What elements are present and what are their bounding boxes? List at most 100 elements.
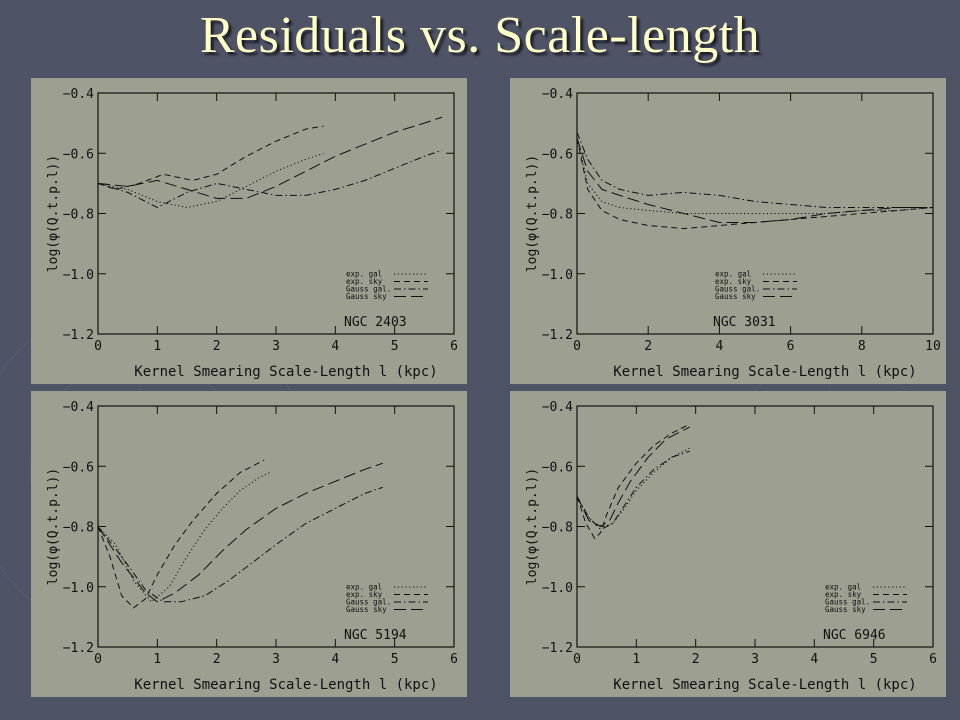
y-tick-label: −1.0 <box>542 268 573 283</box>
legend-entry-label: exp. gal <box>346 583 382 592</box>
y-tick-label: −1.0 <box>63 581 94 596</box>
chart-svg: 0 1 2 3 4 5 6 −0.4 −0.6 −0.8 −1.0 −1.2 Kernel Smeari… <box>46 87 458 380</box>
y-tick-label: −0.6 <box>63 460 94 475</box>
x-tick-label: 4 <box>810 652 818 667</box>
y-axis-label: log(φ(Q.t.p.l)) <box>525 468 540 585</box>
series-line-exp-gal <box>576 447 690 528</box>
legend-entry-label: Gauss gal. <box>346 598 391 607</box>
y-tick-label: −0.4 <box>542 400 573 415</box>
legend-entry-label: Gauss sky <box>715 292 756 301</box>
legend-entry-label: exp. gal <box>825 583 861 592</box>
x-tick-label: 0 <box>94 339 102 354</box>
x-tick-label: 1 <box>153 339 161 354</box>
series-line-gauss-sky <box>97 116 443 199</box>
chart-svg: 0 1 2 3 4 5 6 −0.4 −0.6 −0.8 −1.0 −1.2 Kernel Smeari… <box>525 400 937 693</box>
series-line-exp-sky <box>97 459 265 609</box>
y-axis-label: log(φ(Q.t.p.l)) <box>46 468 61 585</box>
x-tick-label: 5 <box>391 339 399 354</box>
y-tick-label: −0.6 <box>542 147 573 162</box>
y-tick-label: −0.4 <box>542 87 573 102</box>
legend-entry-label: Gauss gal. <box>346 285 391 294</box>
plot-frame <box>576 405 934 648</box>
series-line-gauss-sky <box>576 138 933 223</box>
x-tick-label: 4 <box>331 652 339 667</box>
legend-entry-label: Gauss sky <box>346 292 387 301</box>
y-tick-label: −0.6 <box>63 147 94 162</box>
x-tick-label: 4 <box>331 339 339 354</box>
y-tick-label: −1.2 <box>542 641 573 656</box>
galaxy-name-label: NGC 5194 <box>344 628 407 643</box>
legend-entry-label: Gauss gal. <box>825 598 870 607</box>
series-line-gauss-gal <box>97 486 383 603</box>
legend-entry-label: exp. sky <box>346 590 383 599</box>
x-tick-label: 4 <box>715 339 723 354</box>
x-tick-label: 0 <box>94 652 102 667</box>
y-tick-label: −1.2 <box>63 328 94 343</box>
chart-panel-ngc-6946: 0 1 2 3 4 5 6 −0.4 −0.6 −0.8 −1.0 −1.2 Kernel Smeari… <box>510 391 946 697</box>
x-axis-label: Kernel Smearing Scale-Length l (kpc) <box>613 677 916 693</box>
legend-entry-label: exp. sky <box>715 277 752 286</box>
series-line-exp-sky <box>576 138 934 230</box>
series-line-exp-sky <box>97 125 324 190</box>
plot-frame <box>97 405 455 648</box>
legend-entry-label: Gauss sky <box>825 605 866 614</box>
x-tick-label: 1 <box>153 652 161 667</box>
x-tick-label: 6 <box>929 652 937 667</box>
plot-frame <box>97 92 455 335</box>
x-tick-label: 2 <box>692 652 700 667</box>
x-axis-label: Kernel Smearing Scale-Length l (kpc) <box>134 677 437 693</box>
x-tick-label: 5 <box>870 652 878 667</box>
series-line-gauss-sky <box>97 462 383 603</box>
y-tick-label: −0.8 <box>63 208 94 223</box>
x-tick-label: 6 <box>787 339 795 354</box>
chart-panel-ngc-2403: 0 1 2 3 4 5 6 −0.4 −0.6 −0.8 −1.0 −1.2 Kernel Smeari… <box>31 78 467 384</box>
slide-title: Residuals vs. Scale-length <box>199 7 761 64</box>
y-tick-label: −0.8 <box>542 521 573 536</box>
x-axis-label: Kernel Smearing Scale-Length l (kpc) <box>613 364 916 380</box>
legend-entry-label: Gauss gal. <box>715 285 760 294</box>
series-line-gauss-gal <box>97 149 443 209</box>
legend-entry-label: exp. sky <box>346 277 383 286</box>
galaxy-name-label: NGC 2403 <box>344 315 407 330</box>
series-line-gauss-gal <box>576 132 933 208</box>
y-tick-label: −0.6 <box>542 460 573 475</box>
x-tick-label: 2 <box>213 339 221 354</box>
x-tick-label: 6 <box>450 339 458 354</box>
y-axis-label: log(φ(Q.t.p.l)) <box>525 155 540 272</box>
y-axis-label: log(φ(Q.t.p.l)) <box>46 155 61 272</box>
y-tick-label: −1.0 <box>542 581 573 596</box>
y-tick-label: −0.8 <box>63 521 94 536</box>
x-tick-label: 5 <box>391 652 399 667</box>
y-tick-label: −0.4 <box>63 400 94 415</box>
legend-entry-label: exp. gal <box>715 270 751 279</box>
series-line-gauss-sky <box>576 426 690 528</box>
legend-entry-label: exp. sky <box>825 590 862 599</box>
series-line-exp-sky <box>576 423 690 540</box>
y-tick-label: −0.8 <box>542 208 573 223</box>
series-line-exp-gal <box>576 138 934 214</box>
x-tick-label: 2 <box>213 652 221 667</box>
chart-panel-ngc-3031: 0 2 4 6 8 10 −0.4 −0.6 −0.8 −1.0 −1.2 Kernel Smeari… <box>510 78 946 384</box>
x-tick-label: 3 <box>272 339 280 354</box>
x-axis-label: Kernel Smearing Scale-Length l (kpc) <box>134 364 437 380</box>
x-tick-label: 1 <box>632 652 640 667</box>
chart-panel-ngc-5194: 0 1 2 3 4 5 6 −0.4 −0.6 −0.8 −1.0 −1.2 Kernel Smeari… <box>31 391 467 697</box>
x-tick-label: 6 <box>450 652 458 667</box>
series-line-gauss-gal <box>576 450 690 531</box>
y-tick-label: −0.4 <box>63 87 94 102</box>
chart-svg: 0 1 2 3 4 5 6 −0.4 −0.6 −0.8 −1.0 −1.2 Kernel Smeari… <box>46 400 458 693</box>
galaxy-name-label: NGC 6946 <box>823 628 886 643</box>
y-tick-label: −1.0 <box>63 268 94 283</box>
chart-svg: 0 2 4 6 8 10 −0.4 −0.6 −0.8 −1.0 −1.2 Kernel Smeari… <box>525 87 941 380</box>
y-tick-label: −1.2 <box>542 328 573 343</box>
galaxy-name-label: NGC 3031 <box>713 315 776 330</box>
legend-entry-label: Gauss sky <box>346 605 387 614</box>
x-tick-label: 0 <box>573 652 581 667</box>
series-line-exp-gal <box>97 152 324 209</box>
x-tick-label: 3 <box>272 652 280 667</box>
x-tick-label: 0 <box>573 339 581 354</box>
x-tick-label: 8 <box>858 339 866 354</box>
series-line-exp-gal <box>97 471 271 603</box>
x-tick-label: 2 <box>644 339 652 354</box>
y-tick-label: −1.2 <box>63 641 94 656</box>
